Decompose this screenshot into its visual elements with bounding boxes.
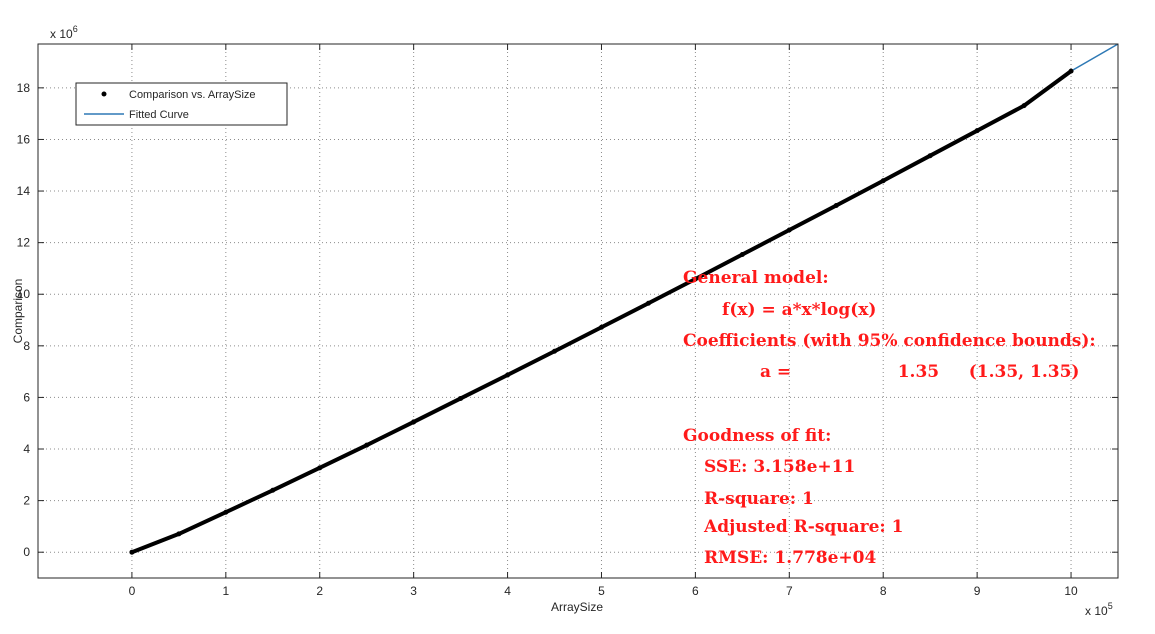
x-exponent-label: x 105 xyxy=(1085,601,1113,618)
y-tick-label: 18 xyxy=(17,81,31,95)
dense-marker-band xyxy=(270,465,322,493)
dense-marker-band xyxy=(740,227,792,257)
x-axis-label: ArraySize xyxy=(551,600,603,614)
dense-marker-band xyxy=(176,510,228,536)
legend-marker-icon xyxy=(101,91,107,97)
x-tick-label: 2 xyxy=(316,584,323,598)
data-point xyxy=(645,300,651,306)
annotation-line: Coefficients (with 95% confidence bounds… xyxy=(683,331,1096,351)
dense-marker-band xyxy=(552,325,604,354)
dense-marker-band xyxy=(129,531,181,555)
annotation-line: f(x) = a*x*log(x) xyxy=(722,300,877,320)
legend-entry-fit: Fitted Curve xyxy=(129,109,189,121)
dense-marker-band xyxy=(834,178,886,208)
data-point xyxy=(739,252,745,258)
dense-marker-band xyxy=(599,301,651,330)
data-point xyxy=(270,487,276,493)
data-point xyxy=(176,531,182,537)
annotation-line: R-square: 1 xyxy=(704,489,814,509)
data-markers xyxy=(129,68,1074,555)
data-point xyxy=(552,348,558,354)
annotation-line: SSE: 3.158e+11 xyxy=(704,457,856,477)
data-point xyxy=(786,227,792,233)
y-exponent-label: x 106 xyxy=(50,24,78,41)
data-point xyxy=(1068,68,1074,74)
x-tick-label: 6 xyxy=(692,584,699,598)
data-point xyxy=(129,549,135,555)
annotation-line: Goodness of fit: xyxy=(683,426,832,446)
grid xyxy=(38,44,1118,578)
x-tick-label: 5 xyxy=(598,584,605,598)
y-tick-label: 12 xyxy=(17,236,31,250)
dense-marker-band xyxy=(881,153,933,183)
dense-marker-band xyxy=(317,443,369,470)
data-point xyxy=(1021,103,1027,109)
dense-marker-band xyxy=(505,349,557,377)
x-tick-label: 4 xyxy=(504,584,511,598)
x-tick-label: 9 xyxy=(974,584,981,598)
dense-marker-band xyxy=(928,128,980,158)
data-point xyxy=(692,276,698,282)
y-tick-label: 4 xyxy=(23,442,30,456)
data-point xyxy=(411,419,417,425)
x-ticks: 0 1 2 3 4 5 6 7 8 9 10 xyxy=(129,44,1078,598)
y-axis-label: Comparison xyxy=(11,279,25,344)
data-point xyxy=(317,465,323,471)
dense-marker-band xyxy=(975,103,1027,133)
annotation-line: Adjusted R-square: 1 xyxy=(704,517,904,537)
x-tick-label: 10 xyxy=(1064,584,1078,598)
y-tick-label: 14 xyxy=(17,184,31,198)
data-point xyxy=(880,178,886,184)
dense-marker-band xyxy=(787,203,839,232)
dense-marker-band xyxy=(1022,69,1074,108)
data-point xyxy=(505,372,511,378)
data-point xyxy=(458,395,464,401)
dense-marker-band xyxy=(223,488,275,515)
data-point xyxy=(974,128,980,134)
annotation-line: General model: xyxy=(683,268,829,288)
annotation-line: RMSE: 1.778e+04 xyxy=(704,548,877,568)
y-ticks: 0 2 4 6 8 10 12 14 16 18 xyxy=(17,81,1118,559)
data-point xyxy=(364,442,370,448)
x-tick-label: 0 xyxy=(129,584,136,598)
plot-frame xyxy=(37,43,1119,579)
legend-entry-data: Comparison vs. ArraySize xyxy=(129,89,256,101)
dense-marker-band xyxy=(693,252,745,282)
y-tick-label: 0 xyxy=(23,545,30,559)
x-tick-label: 3 xyxy=(410,584,417,598)
dense-marker-band xyxy=(646,277,698,306)
legend: Comparison vs. ArraySize Fitted Curve xyxy=(75,82,288,126)
data-point xyxy=(223,509,229,515)
x-tick-label: 1 xyxy=(222,584,229,598)
y-tick-label: 16 xyxy=(17,132,31,146)
y-tick-label: 10 xyxy=(17,287,31,301)
y-tick-label: 8 xyxy=(23,339,30,353)
annotation-line: a = 1.35 (1.35, 1.35) xyxy=(760,362,1080,382)
data-point xyxy=(598,324,604,330)
y-tick-label: 2 xyxy=(23,494,30,508)
x-tick-label: 8 xyxy=(880,584,887,598)
dense-marker-band xyxy=(411,396,463,424)
y-tick-label: 6 xyxy=(23,390,30,404)
data-point xyxy=(927,153,933,159)
dense-marker-band xyxy=(458,372,510,401)
dense-marker-band xyxy=(364,419,416,448)
data-point xyxy=(833,202,839,208)
x-tick-label: 7 xyxy=(786,584,793,598)
